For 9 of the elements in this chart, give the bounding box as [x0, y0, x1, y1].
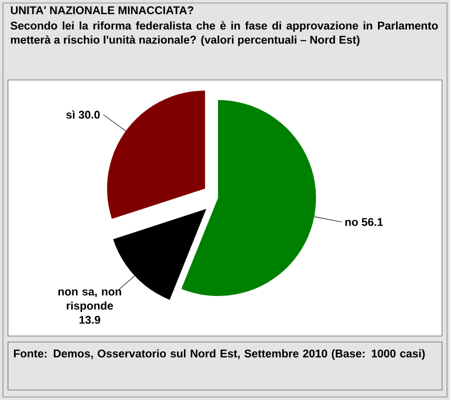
legend-label: non sa, non risponde	[58, 289, 122, 312]
source-note: Fonte: Demos, Osservatorio sul Nord Est, Settembre 2010 (Base: 1000 casi)	[14, 349, 425, 360]
data-label: 56.1	[362, 218, 383, 226]
chart-subtitle: Secondo lei la riforma federalista che è in fase di approvazione in Parlamento metterà a rischio l'unità nazionale? (valori percentuali – Nord Est)	[10, 21, 438, 46]
slice-label: sì	[66, 110, 75, 119]
slice-label: no	[345, 220, 358, 226]
data-label: 30.0	[78, 110, 100, 119]
data-label: 13.9	[80, 316, 100, 324]
chart-title: UNITA' NAZIONALE MINACCIATA?	[10, 6, 194, 14]
